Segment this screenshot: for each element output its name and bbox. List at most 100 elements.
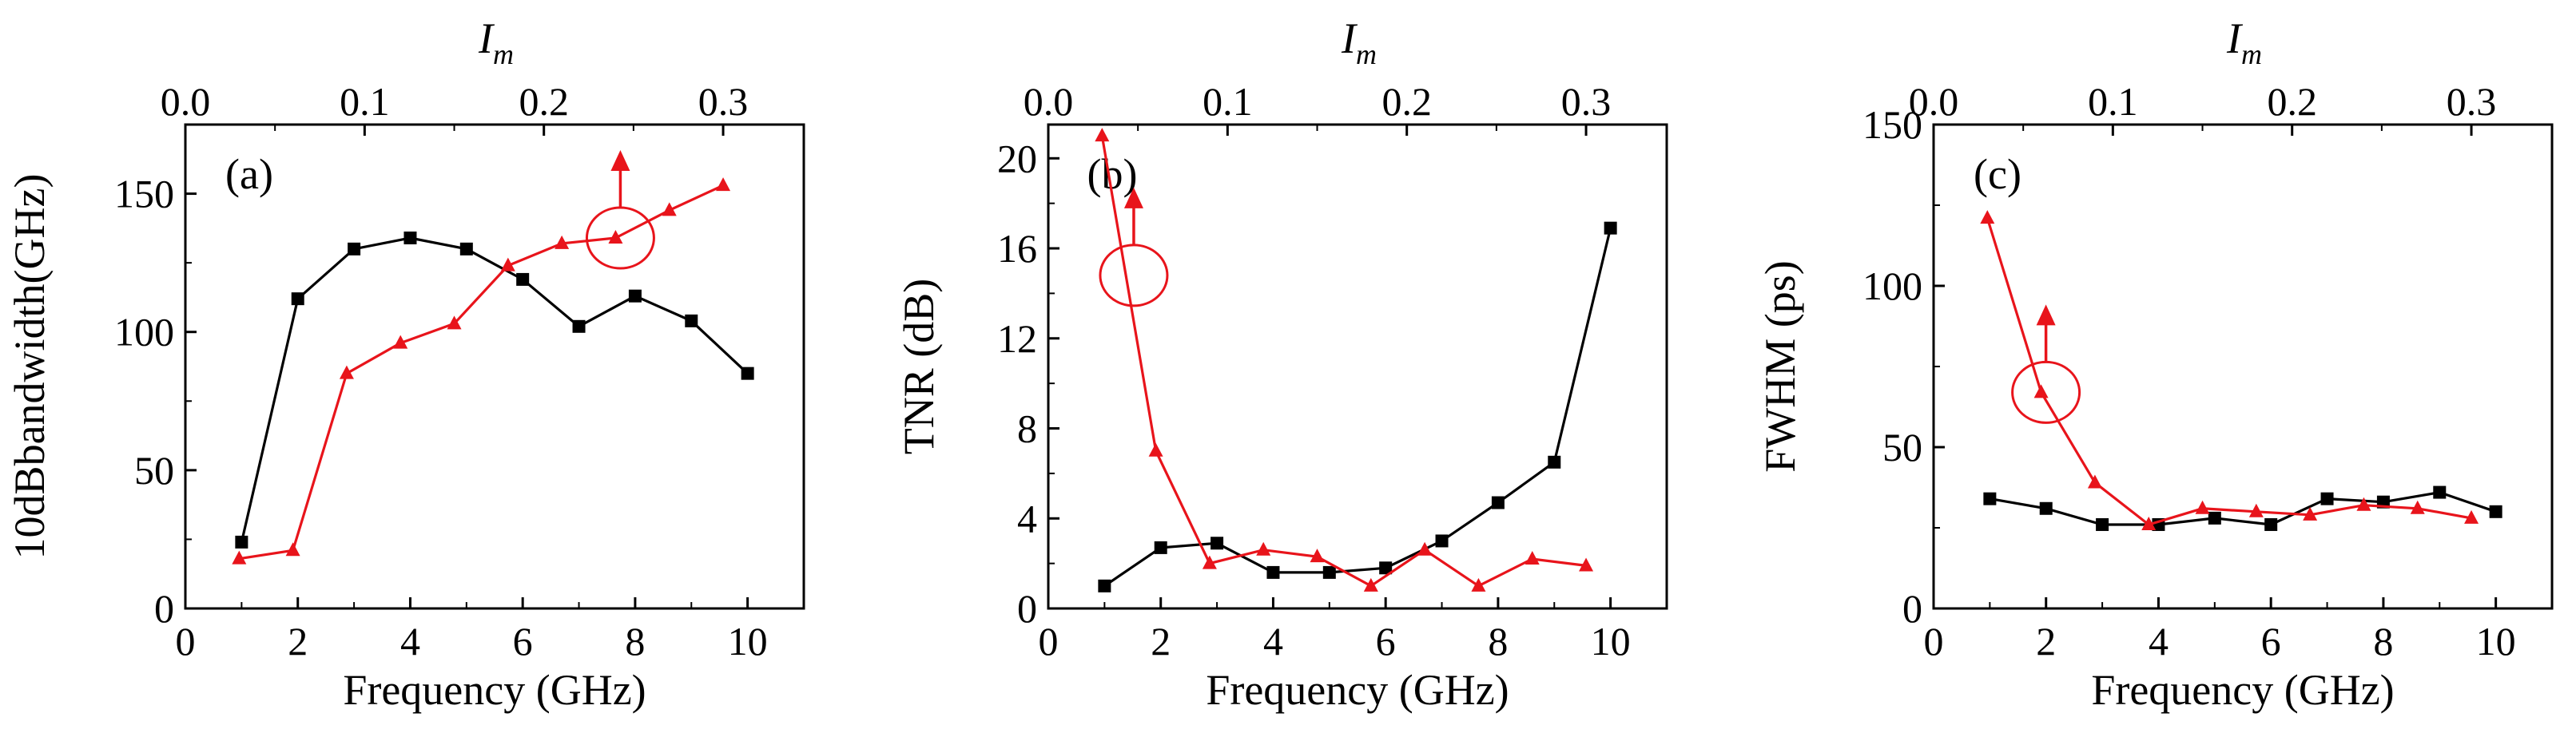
top-axis-label-main: I (478, 14, 495, 62)
data-point-frequency (348, 242, 361, 256)
top-tick-label: 0.0 (1024, 79, 1074, 124)
data-point-Im (1471, 577, 1486, 592)
data-point-Im (662, 202, 677, 216)
top-tick-label: 0.3 (2447, 79, 2497, 124)
series-line-frequency (240, 236, 749, 543)
panel-b: 0 2 4 6 8 10 0.0 0.1 0.2 0.3 0 4 8 12 16 20 Frequency (G… (895, 14, 1668, 714)
top-tick-label: 0.1 (2088, 79, 2138, 124)
top-axis-label-sub: m (1356, 38, 1377, 70)
x-tick-label: 0 (1924, 619, 1944, 664)
x-axis-label: Frequency (GHz) (343, 666, 646, 714)
y-tick-label: 16 (997, 226, 1037, 271)
data-point-frequency (2320, 492, 2334, 505)
y-tick-label: 0 (1902, 586, 1922, 631)
data-point-frequency (1322, 565, 1336, 579)
data-point-frequency (1154, 541, 1167, 554)
y-tick-label: 0 (1017, 586, 1037, 631)
data-point-Im (339, 365, 354, 379)
annotation-circle (2011, 360, 2081, 424)
data-point-frequency (2264, 517, 2278, 531)
data-point-Im (2087, 474, 2102, 489)
data-point-frequency (291, 292, 304, 306)
x-tick-label: 6 (513, 619, 533, 664)
data-point-Im (1579, 557, 1594, 572)
x-tick-label: 2 (2036, 619, 2056, 664)
data-point-Im (1363, 577, 1378, 592)
y-axis-label: TNR (dB) (895, 279, 943, 454)
x-tick-label: 6 (1376, 619, 1396, 664)
x-tick-label: 2 (288, 619, 308, 664)
data-point-frequency (1604, 221, 1617, 235)
top-axis-label: Im (1341, 14, 1377, 70)
data-point-Im (1980, 210, 1995, 224)
series-line-frequency (1990, 490, 2497, 526)
data-point-Im (500, 257, 515, 271)
top-axis-label: Im (2226, 14, 2262, 70)
x-tick-label: 4 (2149, 619, 2169, 664)
data-point-Im (1095, 128, 1110, 142)
data-point-frequency (1210, 537, 1224, 550)
top-tick-label: 0.2 (519, 79, 569, 124)
x-tick-label: 0 (1039, 619, 1059, 664)
x-tick-label: 10 (2476, 619, 2516, 664)
y-tick-label: 150 (114, 172, 174, 216)
annotation-arrow-head (1123, 187, 1143, 208)
panel-label: (a) (225, 150, 273, 198)
data-point-frequency (516, 272, 530, 286)
top-tick-label: 0.1 (1203, 79, 1253, 124)
annotation-circle (585, 206, 655, 270)
top-axis-label-main: I (1341, 14, 1358, 62)
x-tick-label: 8 (1488, 619, 1508, 664)
data-point-Im (2303, 506, 2318, 521)
top-axis-label: Im (478, 14, 514, 70)
y-tick-label: 8 (1017, 406, 1037, 451)
data-point-Im (1202, 555, 1217, 569)
data-point-Im (2410, 500, 2425, 514)
x-axis-label: Frequency (GHz) (1206, 666, 1509, 714)
data-point-Im (2033, 384, 2049, 398)
top-axis-label-main: I (2226, 14, 2244, 62)
x-tick-label: 4 (400, 619, 420, 664)
x-tick-label: 6 (2261, 619, 2281, 664)
data-point-frequency (459, 242, 473, 256)
top-tick-label: 0.1 (340, 79, 390, 124)
panel-a: 0 2 4 6 8 10 0.0 0.1 0.2 0.3 0 50 100 150 Frequency (G… (6, 14, 805, 714)
data-point-frequency (628, 289, 642, 303)
x-tick-label: 8 (625, 619, 645, 664)
data-point-Im (447, 315, 462, 330)
data-point-Im (1148, 442, 1163, 457)
y-tick-label: 0 (154, 586, 174, 631)
top-tick-label: 0.0 (1909, 79, 1959, 124)
data-point-Im (393, 335, 408, 349)
y-tick-label: 50 (1882, 425, 1922, 470)
top-axis-label-sub: m (2241, 38, 2262, 70)
data-point-Im (285, 542, 300, 557)
data-point-frequency (741, 367, 754, 380)
data-point-Im (2141, 516, 2157, 530)
x-tick-label: 0 (176, 619, 196, 664)
data-point-Im (1256, 541, 1271, 556)
data-point-frequency (2096, 517, 2109, 531)
data-point-Im (1525, 550, 1540, 565)
data-point-frequency (685, 314, 698, 327)
data-point-Im (608, 229, 623, 244)
top-axis-label-sub: m (493, 38, 514, 70)
data-point-frequency (1435, 534, 1449, 548)
y-tick-label: 100 (1862, 264, 1922, 308)
y-tick-label: 100 (114, 310, 174, 355)
data-point-frequency (2039, 501, 2053, 515)
data-point-frequency (2208, 511, 2221, 525)
data-point-frequency (1548, 455, 1561, 469)
y-tick-label: 50 (134, 448, 174, 493)
data-point-frequency (1983, 492, 1997, 505)
top-tick-label: 0.2 (1381, 79, 1432, 124)
data-point-Im (232, 550, 247, 565)
data-point-Im (1310, 549, 1325, 563)
y-tick-label: 12 (997, 316, 1037, 361)
x-tick-label: 8 (2373, 619, 2393, 664)
data-point-Im (555, 235, 570, 249)
data-point-frequency (1266, 565, 1280, 579)
y-tick-label: 20 (997, 136, 1037, 180)
top-tick-label: 0.2 (2267, 79, 2317, 124)
x-tick-label: 10 (1591, 619, 1631, 664)
